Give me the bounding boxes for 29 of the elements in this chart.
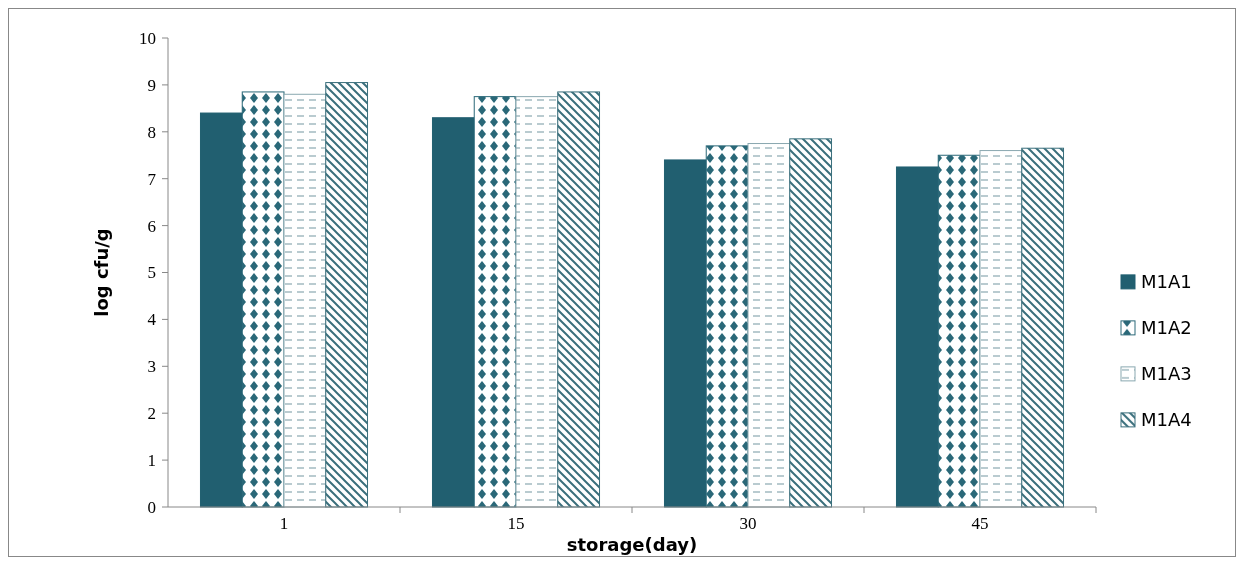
y-tick-label: 1 xyxy=(147,451,156,471)
x-tick-label: 1 xyxy=(279,514,289,533)
legend-label: M1A4 xyxy=(1141,409,1192,431)
bar xyxy=(283,93,327,508)
y-tick-label: 2 xyxy=(147,404,156,424)
y-tick-label: 5 xyxy=(147,263,156,283)
legend-label: M1A3 xyxy=(1141,363,1192,385)
y-tick-label: 7 xyxy=(147,169,157,189)
y-tick-label: 10 xyxy=(139,28,156,48)
x-axis-title: storage(day) xyxy=(566,534,698,555)
bar xyxy=(979,150,1023,508)
bar xyxy=(789,138,833,508)
y-tick-label: 0 xyxy=(147,497,156,517)
x-tick-label: 15 xyxy=(507,514,525,533)
bar xyxy=(515,96,559,508)
y-tick-label: 3 xyxy=(147,357,156,377)
x-tick-label: 45 xyxy=(971,514,989,533)
bar xyxy=(325,82,369,508)
legend-label: M1A2 xyxy=(1141,317,1192,339)
y-tick-label: 9 xyxy=(147,75,156,95)
bar xyxy=(557,91,601,508)
y-axis-title: log cfu/g xyxy=(91,228,112,317)
y-tick-label: 6 xyxy=(147,216,156,236)
bar xyxy=(747,143,791,508)
legend-label: M1A1 xyxy=(1141,271,1192,293)
y-tick-label: 8 xyxy=(147,122,156,142)
x-tick-label: 30 xyxy=(739,514,757,533)
y-tick-label: 4 xyxy=(147,310,157,330)
bar xyxy=(1021,147,1065,508)
